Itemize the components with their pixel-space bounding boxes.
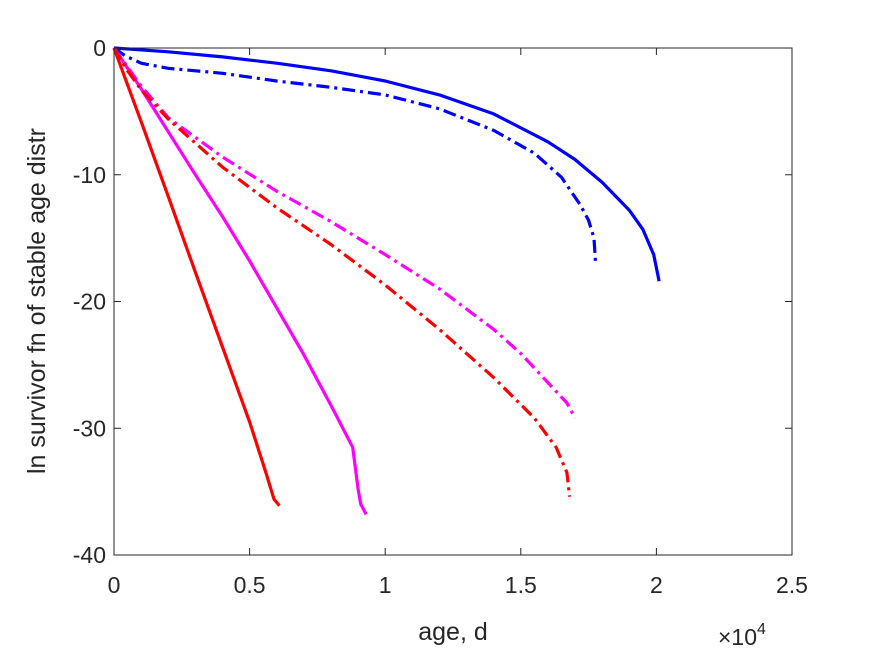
tick-layer: 0 0.5 1 1.5 2 2.5 0 -10 -20 -30 -40 (73, 35, 808, 598)
series-line-1 (113, 46, 661, 282)
series-line-5 (112, 47, 281, 507)
x-tick-label: 1.5 (505, 572, 537, 598)
y-tick-label: 0 (93, 35, 106, 61)
series-line-3 (112, 47, 368, 516)
x-tick-label: 2.5 (776, 572, 808, 598)
plot-background (114, 48, 792, 555)
y-tick-label: -20 (73, 289, 106, 315)
x-axis-exponent: ×104 (718, 621, 766, 650)
x-axis-label: age, d (418, 618, 488, 646)
x-axis-exponent-base: ×10 (718, 624, 757, 650)
series-line-2 (113, 46, 597, 261)
x-tick-label: 0.5 (234, 572, 266, 598)
series-line-4 (112, 47, 577, 419)
series-layer (112, 46, 661, 516)
x-tick-label: 2 (650, 572, 663, 598)
y-tick-label: -40 (73, 542, 106, 568)
y-tick-label: -30 (73, 415, 106, 441)
y-tick-label: -10 (73, 162, 106, 188)
series-line-6 (112, 47, 572, 497)
x-tick-label: 0 (108, 572, 121, 598)
x-tick-label: 1 (379, 572, 392, 598)
x-axis-exponent-power: 4 (757, 621, 766, 638)
y-axis-label: ln survivor fn of stable age distr (23, 128, 51, 474)
